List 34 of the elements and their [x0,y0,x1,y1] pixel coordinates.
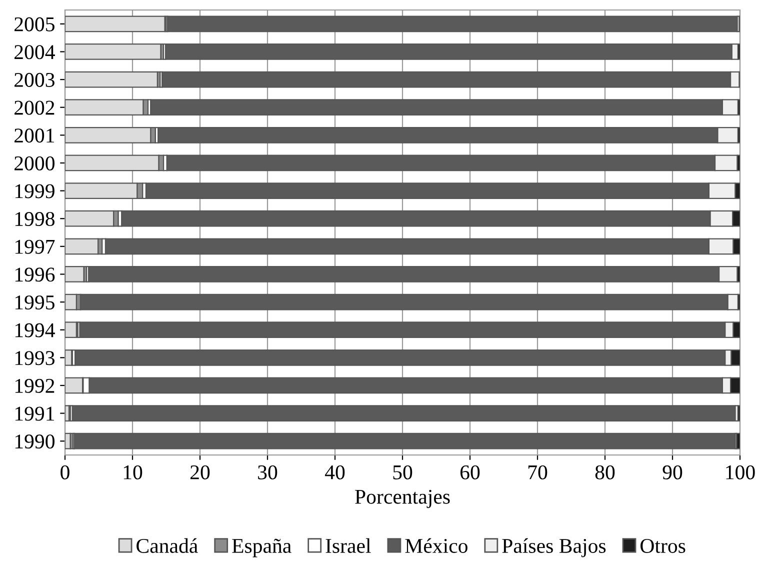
x-tick-label: 60 [460,465,480,480]
x-axis-title: Porcentajes [355,490,450,508]
y-tick-label: 1991 [15,406,54,421]
y-tick-label: 1995 [15,295,54,310]
legend-label: Canadá [136,538,198,553]
y-tick-label: 1993 [15,351,54,366]
y-tick-label: 1997 [15,240,55,254]
x-tick-label: 30 [258,465,278,480]
legend-label: México [405,538,468,553]
legend-label: Países Bajos [502,538,606,558]
x-tick-label: 70 [528,465,548,480]
x-tick-label: 10 [124,465,142,480]
x-tick-label: 90 [662,465,682,480]
x-tick-label: 40 [324,465,345,480]
x-tick-label: 100 [726,465,755,480]
y-tick-label: 1990 [15,434,54,449]
legend-label: España [232,538,292,558]
y-tick-label: 1998 [15,212,54,226]
y-tick-label: 2000 [14,156,54,170]
x-tick-label: 50 [393,465,412,480]
y-tick-label: 2005 [14,17,54,32]
x-tick-label: 0 [60,465,70,480]
y-tick-label: 2002 [14,100,54,115]
legend-label: Israel [326,538,371,553]
y-tick-label: 1996 [15,268,55,282]
y-tick-label: 2001 [14,128,54,143]
legend-label: Otros [640,538,686,553]
y-tick-label: 2004 [14,45,55,60]
x-tick-label: 80 [595,465,615,480]
y-tick-label: 1999 [15,184,54,198]
y-tick-label: 1994 [15,323,55,338]
x-tick-label: 20 [190,465,210,480]
y-tick-label: 2003 [14,72,54,87]
y-tick-label: 1992 [15,378,54,393]
